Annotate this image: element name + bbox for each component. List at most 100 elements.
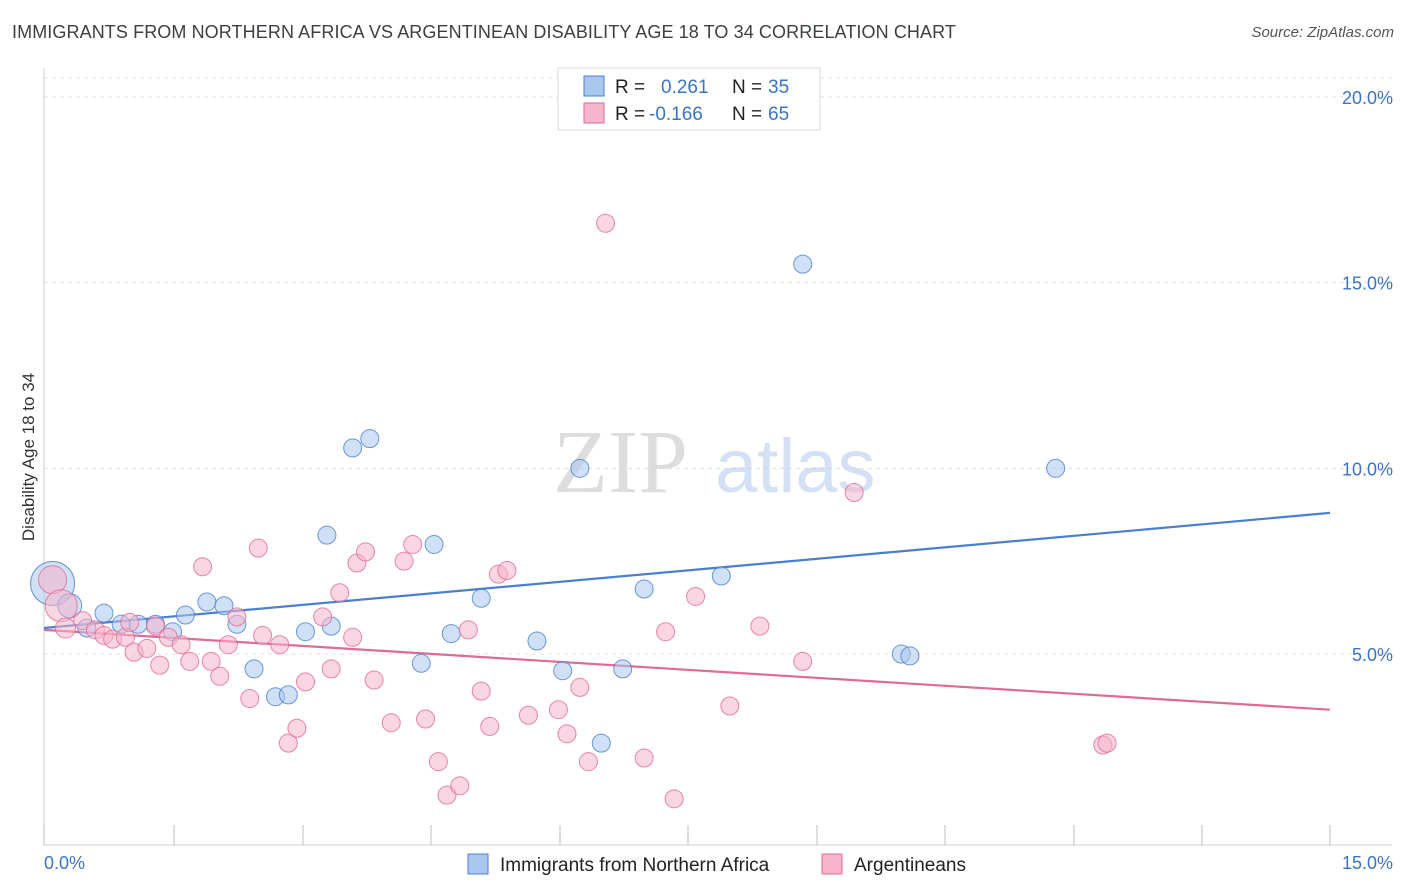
- point-argentineans-24: [270, 635, 290, 655]
- point-argentineans-2: [54, 617, 76, 639]
- point-argentineans-18: [210, 666, 230, 686]
- point-immigrants-22: [441, 624, 461, 644]
- point-immigrants-9: [197, 592, 217, 612]
- point-argentineans-47: [518, 705, 538, 725]
- y-tick-label-1: 10.0%: [1342, 459, 1393, 479]
- legend-r-label-1: R =: [615, 77, 645, 98]
- point-argentineans-23: [253, 625, 273, 645]
- point-argentineans-31: [343, 627, 363, 647]
- point-immigrants-23: [471, 588, 491, 608]
- point-argentineans-49: [557, 724, 577, 744]
- point-argentineans-33: [356, 542, 375, 562]
- series-legend-swatch-blue: [467, 853, 489, 875]
- point-argentineans-10: [137, 638, 157, 658]
- point-immigrants-12: [244, 659, 264, 679]
- legend-r-value-2: -0.166: [649, 104, 703, 125]
- point-argentineans-55: [664, 789, 684, 809]
- point-immigrants-20: [411, 653, 431, 673]
- legend-n-value-1: 35: [768, 77, 789, 98]
- point-argentineans-39: [428, 752, 448, 772]
- point-argentineans-53: [634, 748, 654, 768]
- point-argentineans-19: [218, 635, 238, 655]
- point-immigrants-21: [424, 534, 444, 554]
- y-axis-label: Disability Age 18 to 34: [19, 373, 38, 541]
- point-argentineans-34: [364, 670, 384, 690]
- point-immigrants-33: [900, 646, 920, 666]
- point-argentineans-14: [171, 635, 191, 655]
- series-legend-label-blue: Immigrants from Northern Africa: [500, 855, 770, 876]
- point-argentineans-48: [548, 700, 568, 720]
- series-legend: Immigrants from Northern Africa Argentin…: [467, 853, 966, 876]
- y-tick-label-3: 20.0%: [1342, 88, 1393, 108]
- y-tick-labels: 5.0% 10.0% 15.0% 20.0%: [1342, 88, 1393, 665]
- point-argentineans-3: [73, 611, 93, 631]
- point-argentineans-1: [44, 589, 78, 623]
- source-label: Source: ZipAtlas.com: [1251, 24, 1394, 41]
- x-tick-label-max: 15.0%: [1342, 853, 1393, 873]
- point-argentineans-52: [596, 213, 616, 233]
- point-argentineans-12: [150, 655, 170, 675]
- point-immigrants-19: [360, 429, 380, 449]
- point-argentineans-17: [201, 651, 221, 671]
- point-argentineans-41: [450, 776, 470, 796]
- trendline-immigrants-northern-africa: [43, 511, 1331, 630]
- point-argentineans-62: [1097, 733, 1117, 753]
- point-argentineans-57: [720, 696, 740, 716]
- x-tick-label-min: 0.0%: [44, 853, 85, 873]
- point-immigrants-24: [527, 631, 547, 651]
- point-argentineans-60: [844, 482, 864, 502]
- point-immigrants-26: [570, 458, 590, 478]
- point-argentineans-56: [686, 586, 706, 606]
- point-argentineans-58: [750, 616, 770, 636]
- point-immigrants-34: [1046, 458, 1066, 478]
- point-immigrants-27: [591, 733, 611, 753]
- point-argentineans-11: [145, 616, 165, 636]
- legend-n-label-1: N =: [732, 77, 762, 98]
- point-immigrants-15: [295, 622, 315, 642]
- point-argentineans-8: [120, 612, 140, 632]
- legend-swatch-blue: [583, 75, 605, 97]
- point-argentineans-43: [471, 681, 491, 701]
- series-legend-label-pink: Argentineans: [854, 855, 966, 876]
- point-immigrants-31: [793, 254, 813, 274]
- point-argentineans-20: [227, 607, 247, 627]
- point-argentineans-42: [458, 620, 478, 640]
- point-immigrants-16: [317, 525, 337, 545]
- point-argentineans-37: [403, 534, 423, 554]
- point-immigrants-18: [343, 438, 363, 458]
- legend-n-value-2: 65: [768, 104, 789, 125]
- point-argentineans-21: [240, 689, 260, 709]
- point-argentineans-54: [656, 622, 676, 642]
- point-immigrants-8: [175, 605, 195, 625]
- point-immigrants-14: [278, 685, 298, 705]
- point-argentineans-51: [578, 752, 598, 772]
- point-immigrants-10: [214, 596, 234, 616]
- point-immigrants-30: [711, 566, 731, 586]
- point-immigrants-3: [94, 603, 114, 623]
- point-argentineans-15: [180, 651, 200, 671]
- point-immigrants-25: [553, 661, 573, 681]
- legend-n-label-2: N =: [732, 104, 762, 125]
- point-argentineans-25: [278, 733, 298, 753]
- point-argentineans-38: [416, 709, 436, 729]
- point-argentineans-28: [313, 607, 333, 627]
- legend-r-value-1: 0.261: [661, 77, 709, 98]
- y-tick-label-2: 15.0%: [1342, 274, 1393, 294]
- chart-title: IMMIGRANTS FROM NORTHERN AFRICA VS ARGEN…: [12, 22, 956, 42]
- point-argentineans-40: [437, 785, 457, 805]
- point-immigrants-29: [634, 579, 654, 599]
- point-argentineans-59: [793, 651, 813, 671]
- point-argentineans-16: [193, 557, 213, 577]
- legend-swatch-pink: [583, 102, 605, 124]
- data-points: [30, 213, 1117, 809]
- point-argentineans-36: [394, 551, 414, 571]
- point-argentineans-22: [248, 538, 268, 558]
- point-argentineans-50: [570, 677, 590, 697]
- point-argentineans-26: [287, 718, 307, 738]
- series-legend-swatch-pink: [821, 853, 843, 875]
- point-argentineans-29: [321, 659, 341, 679]
- axes: [43, 68, 1392, 846]
- legend-r-label-2: R =: [615, 104, 645, 125]
- point-argentineans-30: [330, 583, 350, 603]
